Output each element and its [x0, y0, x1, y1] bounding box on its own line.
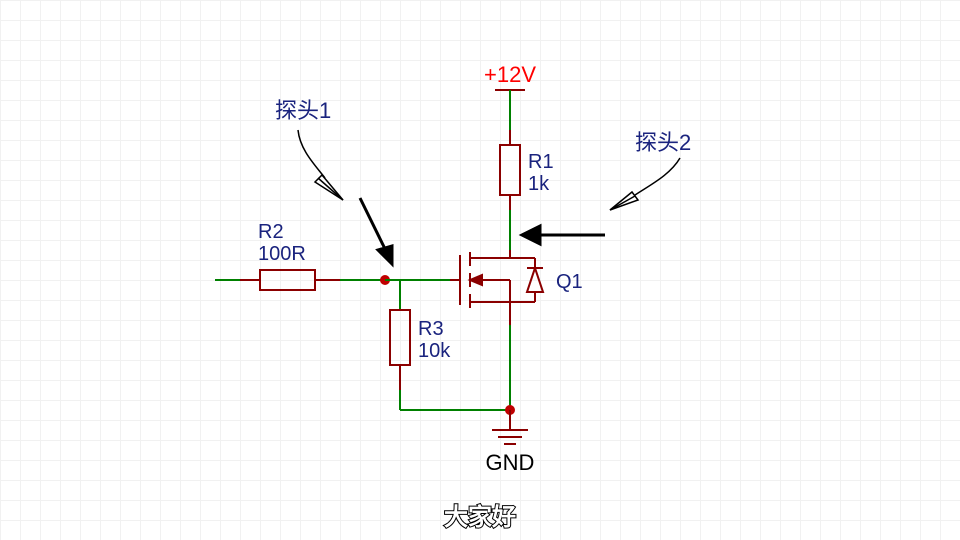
schematic-canvas: +12V R1 1k Q1 — [0, 0, 960, 540]
probe2-arrow-icon — [522, 226, 605, 244]
r1-name: R1 — [528, 151, 554, 173]
r2-value: 100R — [258, 243, 306, 265]
probe2-label: 探头2 — [635, 130, 691, 155]
gnd-label: GND — [486, 450, 535, 475]
resistor-r2 — [240, 270, 340, 290]
subtitle-text: 大家好 — [0, 497, 960, 532]
power-label: +12V — [484, 62, 536, 87]
r3-value: 10k — [418, 340, 451, 362]
probe1-label: 探头1 — [275, 98, 331, 123]
resistor-r3 — [390, 310, 410, 390]
gnd-symbol — [492, 410, 528, 444]
r2-name: R2 — [258, 221, 284, 243]
r3-name: R3 — [418, 318, 444, 340]
probe1-pen-icon — [298, 130, 343, 200]
resistor-r1 — [500, 130, 520, 210]
schematic-svg: +12V R1 1k Q1 — [0, 0, 960, 540]
probe1-arrow-icon — [360, 198, 392, 264]
r1-value: 1k — [528, 173, 550, 195]
q1-name: Q1 — [556, 271, 583, 293]
mosfet-q1 — [450, 250, 543, 325]
probe2-pen-icon — [610, 158, 680, 210]
